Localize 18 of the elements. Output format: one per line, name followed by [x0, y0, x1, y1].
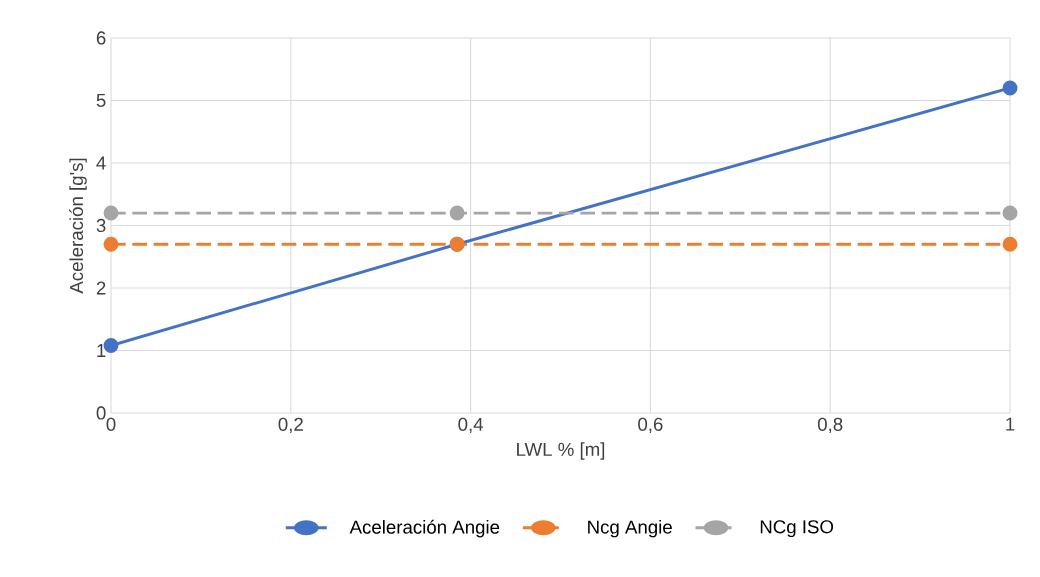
legend-label: NCg ISO [760, 520, 834, 538]
x-tick-label: 0,6 [638, 417, 663, 434]
x-tick-label: 0,2 [278, 417, 303, 434]
x-tick-label: 0 [106, 417, 116, 431]
legend-label: Aceleración Angie [349, 519, 500, 538]
y-tick-label: 5 [96, 93, 106, 108]
y-tick-label: 0 [96, 406, 106, 420]
y-tick-label: 1 [97, 344, 106, 357]
y-tick-label: 2 [96, 281, 106, 295]
x-tick-label: 0,8 [817, 417, 843, 434]
x-axis-title: LWL % [m] [517, 442, 605, 460]
x-tick-label: 0,4 [458, 417, 484, 434]
y-tick-label: 3 [96, 218, 106, 233]
legend-label: Ncg Angie [588, 519, 672, 538]
x-tick-label: 1 [1006, 417, 1015, 431]
y-axis-title: Aceleración [g's] [69, 158, 87, 294]
y-tick-label: 6 [96, 31, 106, 45]
y-tick-label: 4 [96, 156, 106, 170]
